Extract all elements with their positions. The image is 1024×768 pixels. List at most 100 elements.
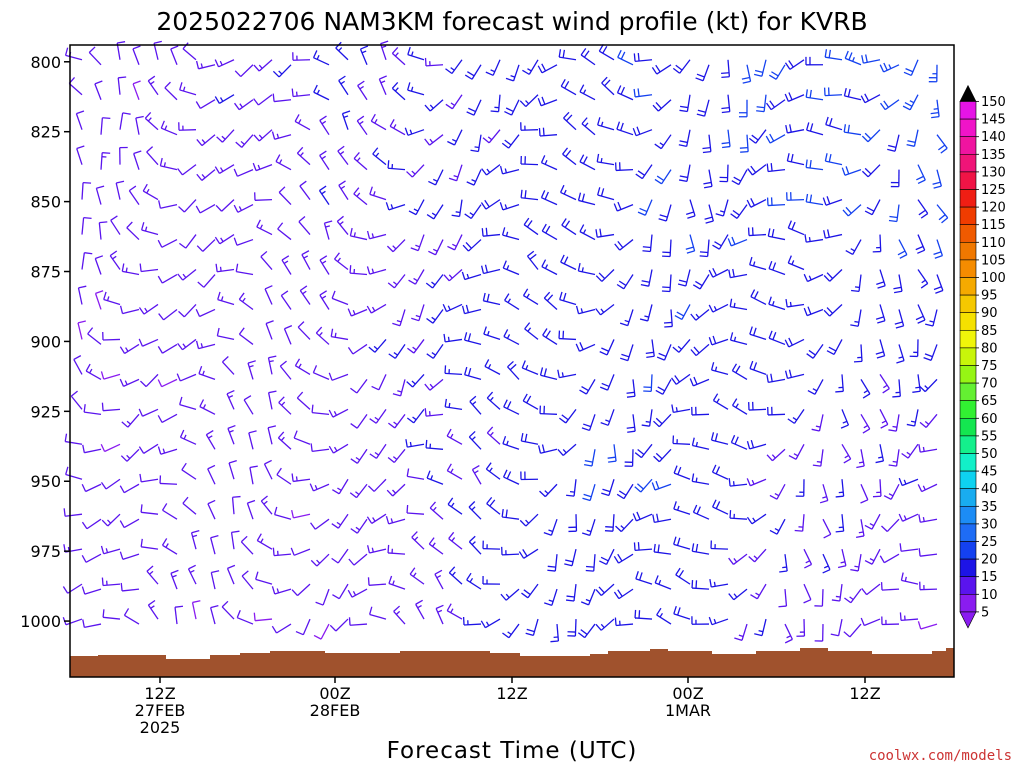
- wind-barb: [626, 414, 636, 433]
- wind-barb: [654, 169, 672, 185]
- wind-barb: [567, 619, 577, 637]
- wind-barb: [912, 374, 921, 393]
- colorbar-swatch: [959, 189, 977, 208]
- wind-barb: [388, 575, 406, 590]
- wind-barb: [575, 305, 596, 315]
- wind-barb: [366, 266, 387, 275]
- wind-barb: [739, 134, 749, 153]
- wind-barb: [102, 609, 121, 620]
- wind-barb: [482, 575, 501, 585]
- colorbar-label: 85: [981, 324, 998, 339]
- wind-barb: [537, 63, 558, 74]
- wind-barb: [138, 338, 159, 347]
- wind-barb: [248, 430, 257, 450]
- wind-barb: [746, 513, 767, 525]
- wind-barb: [142, 183, 159, 201]
- wind-barb: [672, 339, 691, 353]
- colorbar-label: 15: [981, 570, 998, 585]
- wind-barb: [231, 495, 241, 515]
- wind-barb: [234, 64, 254, 78]
- wind-barb: [936, 134, 948, 154]
- wind-barb: [767, 406, 786, 416]
- wind-barb: [582, 519, 596, 537]
- wind-barb: [522, 393, 539, 410]
- wind-barb: [634, 609, 653, 620]
- wind-barb: [294, 358, 311, 375]
- wind-barb: [596, 153, 615, 166]
- wind-barb: [103, 291, 121, 306]
- wind-barb: [319, 150, 330, 171]
- wind-barb: [65, 466, 83, 480]
- wind-barb: [353, 152, 368, 171]
- wind-barb: [753, 59, 767, 77]
- wind-barb: [272, 64, 292, 78]
- wind-barb: [784, 92, 805, 102]
- wind-barb: [271, 623, 292, 634]
- wind-barb: [830, 618, 843, 637]
- wind-barb: [196, 134, 216, 147]
- wind-barb: [140, 538, 159, 550]
- wind-barb: [468, 501, 482, 520]
- wind-barb: [746, 478, 767, 487]
- wind-barb: [864, 548, 881, 565]
- wind-barb: [520, 155, 539, 166]
- wind-barb: [677, 269, 691, 287]
- wind-barb: [153, 40, 162, 60]
- wind-barb: [796, 619, 806, 637]
- wind-barb: [595, 618, 615, 631]
- wind-barb: [690, 343, 710, 357]
- wind-barb: [195, 60, 216, 70]
- wind-barb: [805, 159, 824, 171]
- wind-barb: [617, 49, 634, 66]
- wind-barb: [429, 501, 444, 520]
- wind-barb: [480, 199, 501, 210]
- wind-barb: [656, 607, 672, 625]
- colorbar-swatch: [959, 347, 977, 366]
- wind-barb: [406, 504, 425, 515]
- wind-barb: [803, 583, 812, 604]
- colorbar-swatch: [959, 488, 977, 507]
- wind-barb: [692, 274, 710, 290]
- wind-barb: [214, 59, 235, 68]
- wind-barb: [879, 409, 889, 429]
- wind-barb: [613, 588, 634, 600]
- wind-barb: [119, 112, 131, 130]
- wind-barb: [428, 169, 444, 186]
- wind-barb: [241, 570, 254, 590]
- wind-barb: [728, 588, 748, 601]
- colorbar-swatch: [959, 382, 977, 402]
- wind-barb: [315, 588, 330, 606]
- wind-barb: [411, 304, 425, 322]
- colorbar-label: 95: [981, 289, 998, 304]
- wind-barb: [881, 616, 900, 626]
- wind-barb: [406, 164, 425, 178]
- wind-barb: [132, 45, 141, 66]
- wind-barb: [918, 548, 938, 557]
- wind-barb: [864, 513, 881, 530]
- wind-barb: [157, 378, 178, 388]
- wind-barb: [210, 535, 219, 555]
- wind-barb: [138, 443, 159, 454]
- wind-barb: [205, 430, 216, 450]
- wind-barb: [405, 439, 425, 448]
- wind-barb: [888, 449, 900, 467]
- wind-barb: [915, 304, 926, 324]
- wind-barb: [522, 59, 539, 75]
- wind-barb: [559, 291, 577, 306]
- wind-barb: [466, 169, 482, 186]
- wind-barb: [332, 478, 349, 495]
- wind-barb: [353, 187, 368, 206]
- wind-barb: [264, 285, 273, 305]
- wind-barb: [696, 99, 710, 117]
- wind-barb: [909, 339, 919, 358]
- wind-barb: [265, 320, 274, 340]
- wind-barb: [406, 408, 425, 424]
- wind-barb: [119, 378, 140, 387]
- wind-barb: [238, 327, 254, 345]
- wind-barb: [633, 88, 653, 98]
- wind-barb: [313, 623, 330, 640]
- wind-barb: [263, 459, 273, 480]
- wind-barb: [653, 543, 672, 555]
- wind-barb: [932, 169, 942, 189]
- wind-barb: [504, 293, 520, 311]
